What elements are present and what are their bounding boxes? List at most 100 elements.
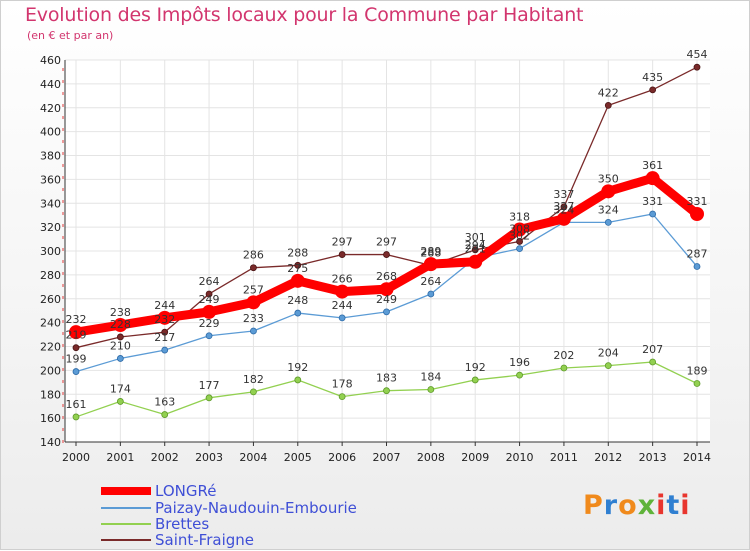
data-point xyxy=(693,63,701,71)
data-point xyxy=(116,398,124,405)
legend-label-longre: LONGRé xyxy=(155,482,217,500)
legend-swatch-brettes xyxy=(101,523,151,525)
y-tick-label: 200 xyxy=(40,364,61,377)
data-point xyxy=(423,257,438,272)
x-tick-label: 2009 xyxy=(461,451,489,464)
data-label: 204 xyxy=(598,347,619,360)
data-label: 228 xyxy=(110,318,131,331)
data-label: 324 xyxy=(598,203,619,216)
data-point xyxy=(250,388,257,396)
logo-letter: x xyxy=(637,490,657,521)
data-label: 331 xyxy=(687,195,708,208)
chart-subtitle: (en € et par an) xyxy=(27,29,114,42)
data-point xyxy=(72,368,80,375)
y-tick-label: 380 xyxy=(40,150,61,163)
data-label: 288 xyxy=(287,246,308,259)
data-point xyxy=(601,184,616,199)
data-label: 184 xyxy=(420,370,441,383)
data-label: 249 xyxy=(376,293,397,306)
data-label: 301 xyxy=(465,231,486,244)
legend-swatch-paizay xyxy=(101,507,151,509)
legend-item-brettes: Brettes xyxy=(101,516,401,532)
data-point xyxy=(294,376,302,384)
data-label: 238 xyxy=(110,306,131,319)
data-point xyxy=(560,364,568,372)
x-tick-label: 2006 xyxy=(328,451,356,464)
logo-letter: t xyxy=(666,490,681,521)
y-tick-label: 260 xyxy=(40,293,61,306)
y-tick-label: 400 xyxy=(40,126,61,139)
data-label: 199 xyxy=(66,353,87,366)
data-point xyxy=(512,222,527,237)
x-tick-label: 2014 xyxy=(683,451,711,464)
data-point xyxy=(116,355,124,362)
data-label: 318 xyxy=(509,211,530,224)
data-label: 207 xyxy=(642,343,663,356)
data-label: 248 xyxy=(287,294,308,307)
data-point xyxy=(72,413,80,421)
y-tick-label: 160 xyxy=(40,412,61,425)
x-tick-label: 2000 xyxy=(62,451,90,464)
data-point xyxy=(471,246,479,254)
x-tick-label: 2004 xyxy=(239,451,267,464)
data-point xyxy=(250,327,257,335)
data-point xyxy=(113,318,128,333)
data-point xyxy=(604,362,612,370)
logo-letter: o xyxy=(618,490,638,521)
data-point xyxy=(290,273,305,288)
data-label: 189 xyxy=(687,365,708,378)
data-label: 232 xyxy=(154,313,175,326)
data-point xyxy=(161,328,169,336)
y-tick-label: 340 xyxy=(40,197,61,210)
data-point xyxy=(383,387,390,395)
data-point xyxy=(427,386,435,393)
data-point xyxy=(383,308,390,316)
y-tick-label: 140 xyxy=(40,436,61,449)
data-point xyxy=(471,376,479,384)
data-label: 233 xyxy=(243,312,264,325)
data-label: 297 xyxy=(376,236,397,249)
data-label: 287 xyxy=(687,248,708,261)
logo-letter: P xyxy=(583,490,604,521)
data-point xyxy=(383,251,390,258)
data-point xyxy=(202,304,217,319)
data-label: 291 xyxy=(465,243,486,256)
x-tick-label: 2013 xyxy=(639,451,667,464)
data-label: 244 xyxy=(332,299,353,312)
data-point xyxy=(516,238,523,245)
y-tick-label: 320 xyxy=(40,221,61,234)
chart-title: Evolution des Impôts locaux pour la Comm… xyxy=(25,4,584,26)
legend-item-saint-fraigne: Saint-Fraigne xyxy=(101,532,401,548)
y-tick-label: 440 xyxy=(40,78,61,91)
data-point xyxy=(560,203,568,211)
logo-letter: i xyxy=(656,490,667,521)
data-label: 192 xyxy=(287,361,308,374)
x-tick-label: 2012 xyxy=(594,451,622,464)
data-point xyxy=(294,261,302,269)
x-tick-label: 2008 xyxy=(417,451,445,464)
data-point xyxy=(338,314,346,322)
y-tick-label: 280 xyxy=(40,269,61,282)
data-label: 232 xyxy=(66,313,87,326)
data-point xyxy=(427,290,435,298)
data-point xyxy=(468,254,483,269)
data-point xyxy=(604,218,612,226)
data-label: 275 xyxy=(287,262,308,275)
x-tick-label: 2011 xyxy=(550,451,578,464)
logo-letter: i xyxy=(680,490,691,521)
data-label: 249 xyxy=(199,293,220,306)
data-point xyxy=(604,101,612,109)
data-label: 264 xyxy=(199,275,220,288)
data-label: 268 xyxy=(376,270,397,283)
data-point xyxy=(72,344,80,352)
y-tick-label: 180 xyxy=(40,388,61,401)
data-point xyxy=(693,263,701,270)
legend-label-saint-fraigne: Saint-Fraigne xyxy=(155,531,255,549)
data-label: 288 xyxy=(420,246,441,259)
data-point xyxy=(157,310,172,325)
data-point xyxy=(338,393,346,401)
data-label: 350 xyxy=(598,172,619,185)
x-tick-label: 2007 xyxy=(373,451,401,464)
x-tick-label: 2002 xyxy=(151,451,179,464)
y-tick-label: 240 xyxy=(40,317,61,330)
